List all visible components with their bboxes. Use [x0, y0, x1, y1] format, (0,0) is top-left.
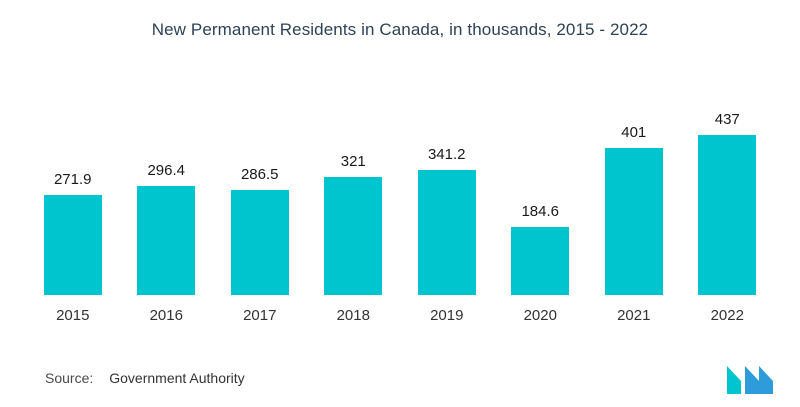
bar-value-label: 401: [621, 124, 647, 141]
bar-chart: 271.9 2015 296.4 2016 286.5 2017 321 2018 341.2 2…: [26, 66, 774, 324]
bar: [43, 195, 102, 295]
footer: Source: Government Authority: [45, 361, 778, 395]
brand-logo-teal-shape: [727, 366, 741, 394]
chart-column: 437 2022: [681, 111, 775, 324]
bar: [698, 135, 757, 295]
bar-year-label: 2018: [336, 307, 370, 324]
bar-value-label: 286.5: [240, 166, 279, 183]
bar: [324, 177, 383, 295]
chart-column: 321 2018: [307, 153, 401, 324]
bar-value-label: 321: [340, 153, 366, 170]
bar-year-label: 2020: [523, 307, 557, 324]
bar-year-label: 2016: [149, 307, 183, 324]
chart-column: 401 2021: [587, 124, 681, 324]
brand-logo-blue-shape: [745, 366, 773, 394]
bar-value-label: 271.9: [53, 171, 92, 188]
source-value: Government Authority: [109, 370, 245, 386]
source-note: Source: Government Authority: [45, 370, 245, 386]
bar-value-label: 184.6: [521, 203, 560, 220]
chart-title: New Permanent Residents in Canada, in th…: [151, 20, 649, 39]
bar-year-label: 2017: [243, 307, 277, 324]
bar-value-label: 341.2: [427, 146, 466, 163]
chart-column: 341.2 2019: [400, 146, 494, 324]
bar: [417, 170, 476, 295]
bar-year-label: 2022: [710, 307, 744, 324]
chart-column: 184.6 2020: [494, 203, 588, 324]
bar: [511, 227, 570, 295]
bar: [604, 148, 663, 295]
bar-value-label: 437: [714, 111, 740, 128]
chart-column: 286.5 2017: [213, 166, 307, 324]
bar-value-label: 296.4: [147, 162, 186, 179]
bar-year-label: 2019: [430, 307, 464, 324]
source-label: Source:: [45, 370, 94, 386]
brand-logo: [727, 366, 773, 394]
bar: [230, 190, 289, 295]
bar: [137, 186, 196, 295]
bar-year-label: 2021: [617, 307, 651, 324]
chart-column: 271.9 2015: [26, 171, 120, 324]
chart-column: 296.4 2016: [120, 162, 214, 324]
bar-year-label: 2015: [56, 307, 90, 324]
